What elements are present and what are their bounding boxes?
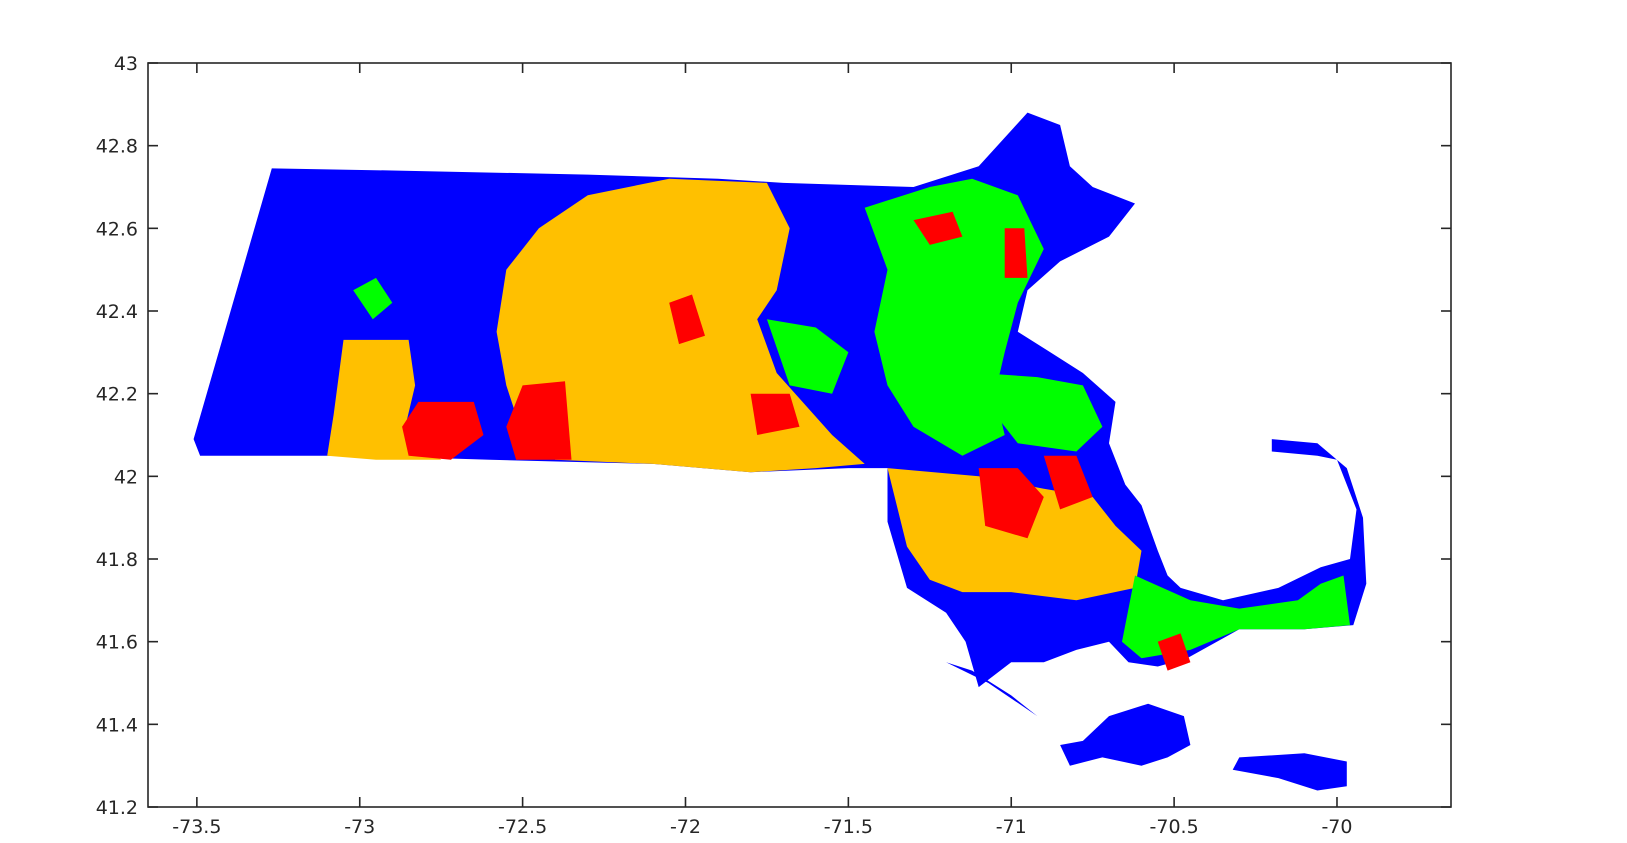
region-red-14 [669,294,705,345]
region-red-8 [402,401,484,460]
x-tick-label: -72 [670,816,701,838]
y-tick-label: 43 [114,53,138,75]
region-blue-19 [1232,753,1347,791]
x-tick-label: -71 [996,816,1027,838]
region-red-9 [506,381,572,460]
y-tick-label: 42 [114,466,138,488]
x-tick-label: -70 [1321,816,1352,838]
y-tick-label: 41.8 [96,549,138,571]
y-tick-label: 42.4 [96,301,138,323]
plot-frame [147,62,1452,808]
y-tick-label: 41.4 [96,714,138,736]
region-red-12 [1004,228,1028,278]
y-tick-label: 41.2 [96,797,138,819]
x-tick-label: -70.5 [1150,816,1199,838]
region-orange-2 [327,339,442,460]
region-blue-18 [1060,703,1191,766]
x-tick-label: -72.5 [498,816,547,838]
y-tick-label: 42.6 [96,218,138,240]
x-tick-label: -73.5 [172,816,221,838]
y-tick-label: 42.8 [96,136,138,158]
region-red-16 [1157,633,1191,671]
region-green-5 [978,373,1103,452]
region-red-13 [750,393,800,435]
x-axis: -73.5 -73 -72.5 -72 -71.5 -71 -70.5 -70 [172,63,1353,838]
region-green-17 [353,277,393,320]
region-red-10 [978,468,1044,539]
region-red-15 [1043,455,1093,510]
region-red-11 [913,211,963,245]
x-tick-label: -73 [344,816,375,838]
y-tick-label: 42.2 [96,384,138,406]
regions-layer [193,112,1367,791]
y-axis: 41.2 41.4 41.6 41.8 42 42.2 42.4 42.6 42.8 43 [96,53,1451,819]
x-tick-label: -71.5 [824,816,873,838]
y-tick-label: 41.6 [96,632,138,654]
region-green-6 [766,319,849,394]
region-green-4 [864,178,1044,456]
